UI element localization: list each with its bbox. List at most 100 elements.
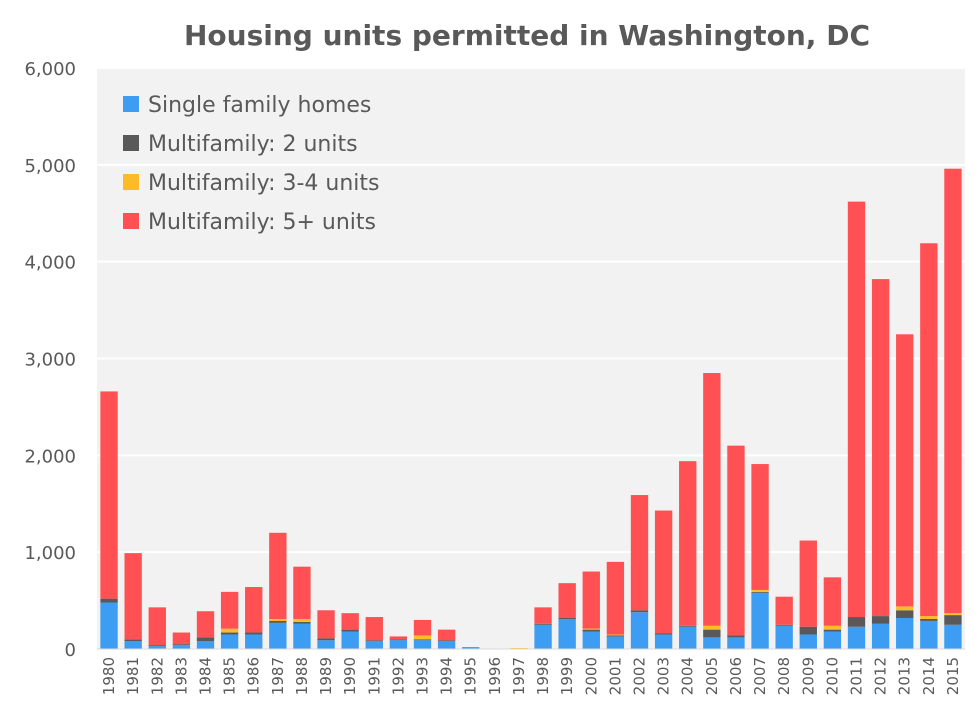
y-tick-label: 0	[65, 640, 76, 661]
bar-segment	[437, 629, 456, 641]
bar-segment	[654, 633, 673, 635]
bar-segment	[558, 583, 576, 619]
bar-segment	[413, 639, 432, 641]
bar-segment	[896, 618, 914, 649]
bar-segment	[148, 607, 166, 646]
legend-swatch	[123, 135, 139, 151]
x-tick-label: 2001	[606, 657, 624, 695]
bar-segment	[751, 589, 769, 592]
legend-swatch	[123, 213, 139, 229]
x-tick-label: 2005	[703, 657, 721, 695]
bar-segment	[582, 629, 600, 632]
bar-segment	[606, 636, 625, 649]
x-tick-label: 2011	[848, 657, 866, 695]
bar-segment	[148, 645, 166, 647]
bar-segment	[558, 618, 576, 649]
bar-segment	[534, 623, 552, 625]
bar-segment	[630, 610, 649, 613]
bar-segment	[920, 620, 938, 649]
bar-segment	[269, 618, 287, 621]
bar-segment	[534, 624, 552, 649]
bar-segment	[389, 640, 408, 649]
legend: Single family homes Multifamily: 2 units M…	[123, 93, 380, 235]
bar-segment	[847, 626, 866, 649]
x-tick-label: 1989	[317, 657, 335, 695]
legend-label: Multifamily: 3-4 units	[148, 171, 380, 196]
x-tick-label: 2012	[872, 657, 890, 695]
bar-segment	[823, 631, 842, 649]
bar-segment	[293, 621, 311, 624]
x-tick-label: 1988	[293, 657, 311, 695]
bar-segment	[172, 645, 191, 649]
bar-segment	[220, 591, 239, 629]
bar-segment	[317, 610, 335, 639]
y-tick-label: 4,000	[24, 253, 76, 274]
x-tick-label: 2002	[631, 657, 649, 695]
bar-segment	[582, 631, 600, 649]
y-tick-label: 1,000	[24, 543, 76, 564]
bar-segment	[799, 626, 817, 635]
x-tick-label: 1984	[197, 657, 215, 695]
bar-segment	[823, 577, 842, 626]
bar-segment	[606, 635, 625, 637]
bar-segment	[389, 636, 408, 640]
bar-segment	[413, 635, 432, 640]
x-tick-label: 2003	[655, 657, 673, 695]
bar-segment	[245, 634, 263, 649]
legend-label: Single family homes	[148, 93, 371, 118]
gridlines	[97, 67, 965, 554]
bar-segment	[896, 334, 914, 607]
x-tick-label: 2010	[823, 657, 841, 695]
bar-segment	[871, 623, 890, 649]
x-tick-label: 1997	[510, 657, 528, 695]
x-tick-label: 1995	[462, 657, 480, 695]
bar-segment	[341, 629, 359, 632]
y-axis-tick-labels: 0 1,000 2,000 3,000 4,000 5,000 6,000	[24, 59, 76, 661]
x-tick-label: 2004	[679, 657, 697, 695]
bar-segment	[124, 639, 142, 642]
x-tick-label: 2007	[751, 657, 769, 695]
x-tick-label: 1980	[100, 657, 118, 695]
x-tick-label: 2000	[582, 657, 600, 695]
bar-segment	[100, 598, 118, 603]
bar-segment	[220, 634, 239, 649]
bar-segment	[896, 610, 914, 619]
bar-segment	[920, 618, 938, 621]
bar-segment	[196, 637, 215, 642]
bar-segment	[703, 637, 721, 649]
bar-segment	[293, 623, 311, 649]
bar-segment	[172, 632, 191, 645]
bar-segment	[944, 624, 962, 649]
bar-segment	[558, 618, 576, 619]
bar-segment	[727, 635, 745, 638]
bar-segment	[703, 629, 721, 638]
bar-segment	[269, 620, 287, 623]
bar-segment	[847, 617, 866, 627]
x-tick-label: 1985	[221, 657, 239, 695]
bar-segment	[220, 632, 239, 635]
bar-segment	[703, 373, 721, 626]
bar-segment	[751, 591, 769, 593]
y-tick-label: 2,000	[24, 446, 76, 467]
x-tick-label: 1982	[148, 657, 166, 695]
bar-segment	[196, 611, 215, 638]
bar-segment	[365, 641, 383, 649]
bars	[97, 168, 965, 650]
bar-segment	[413, 619, 432, 636]
bar-segment	[679, 626, 697, 649]
bar-segment	[630, 495, 649, 611]
bar-segment	[799, 540, 817, 627]
bar-segment	[823, 625, 842, 630]
bar-segment	[630, 612, 649, 649]
bar-segment	[871, 616, 890, 624]
legend-swatch	[123, 174, 139, 190]
bar-segment	[944, 615, 962, 625]
bar-segment	[317, 640, 335, 649]
bar-segment	[775, 625, 793, 649]
bar-segment	[389, 639, 408, 641]
bar-segment	[582, 628, 600, 630]
bar-segment	[920, 616, 938, 619]
x-tick-label: 2014	[920, 657, 938, 695]
bar-segment	[124, 553, 142, 640]
